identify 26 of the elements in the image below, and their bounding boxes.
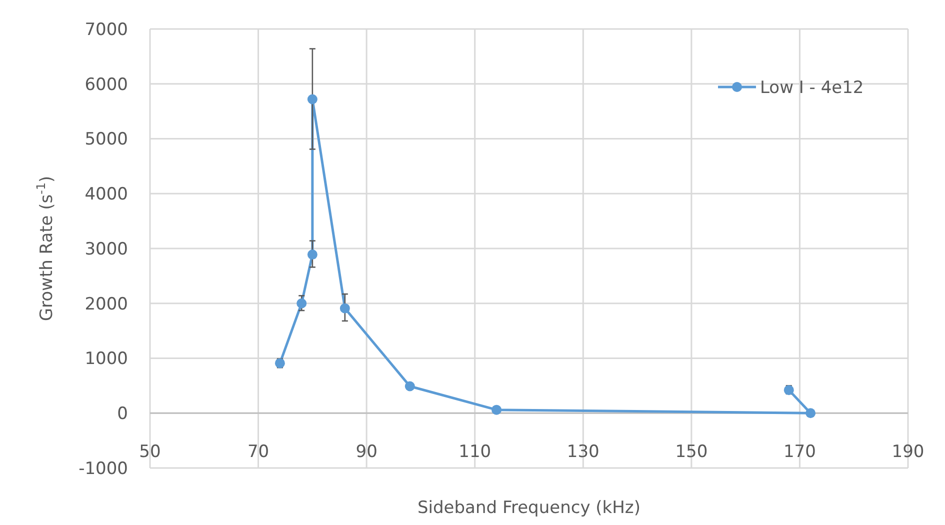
x-tick-label: 110 — [458, 442, 492, 462]
y-tick-label: 5000 — [84, 130, 128, 150]
y-tick-label: -1000 — [78, 458, 128, 479]
x-tick-label: 90 — [356, 442, 378, 462]
y-tick-label: 6000 — [84, 74, 128, 95]
point — [806, 408, 816, 418]
x-tick-label: 150 — [675, 442, 708, 462]
y-tick-label: 3000 — [84, 239, 128, 260]
x-axis-title: Sideband Frequency (kHz) — [418, 498, 640, 518]
y-tick-label: 1000 — [84, 349, 128, 370]
x-tick-label: 50 — [139, 442, 161, 462]
x-tick-label: 70 — [247, 442, 270, 462]
point — [307, 250, 318, 260]
point — [296, 298, 307, 308]
point — [340, 303, 350, 314]
point — [492, 404, 502, 415]
point — [404, 381, 415, 392]
y-tick-label: 0 — [117, 404, 128, 424]
legend-label: Low I - 4e12 — [760, 78, 864, 98]
x-tick-label: 170 — [783, 442, 816, 462]
y-tick-label: 2000 — [84, 294, 128, 314]
x-tick-label: 190 — [892, 442, 924, 462]
point — [307, 94, 318, 104]
y-tick-label: 4000 — [84, 184, 128, 205]
x-tick-label: 130 — [566, 442, 600, 462]
y-tick-label: 7000 — [84, 20, 128, 40]
